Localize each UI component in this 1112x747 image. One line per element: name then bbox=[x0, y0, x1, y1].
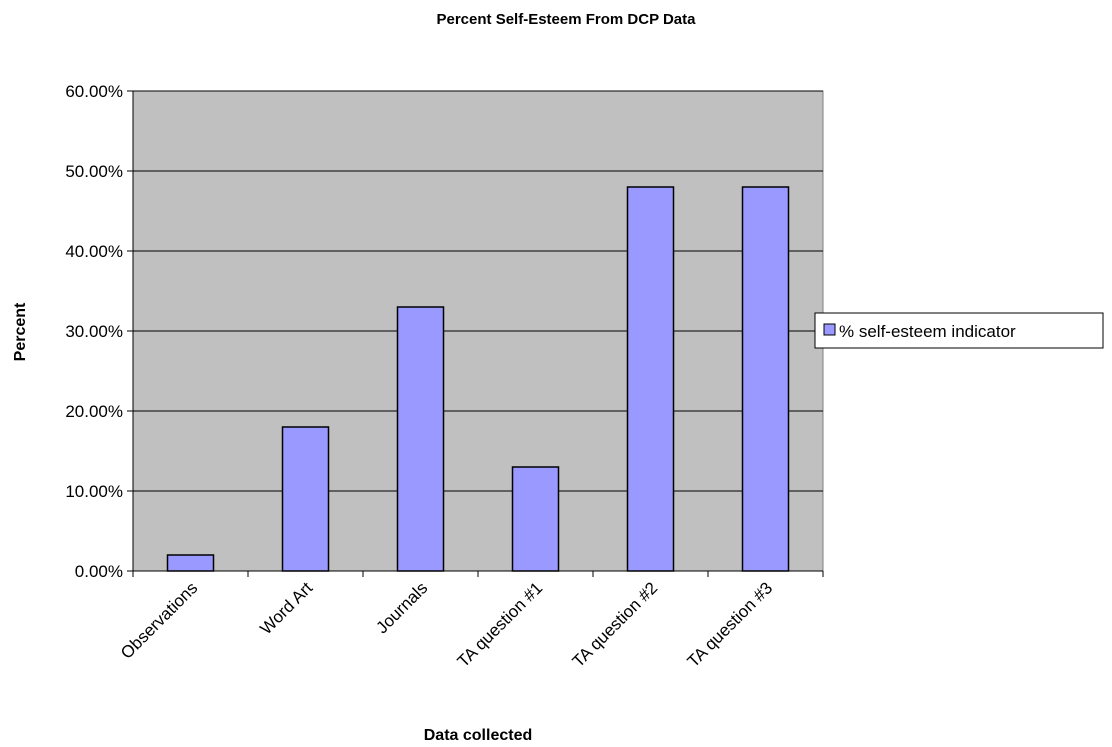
bar bbox=[166, 554, 215, 572]
x-tick-label: Journals bbox=[372, 578, 431, 637]
legend: % self-esteem indicator bbox=[814, 312, 1104, 349]
y-tick-labels: 0.00% 10.00% 20.00% 30.00% 40.00% 50.00% 60.00… bbox=[65, 82, 123, 581]
y-tick-label: 60.00% bbox=[65, 82, 123, 101]
y-tick-label: 50.00% bbox=[65, 162, 123, 181]
y-tick-label: 40.00% bbox=[65, 242, 123, 261]
y-tick-label: 10.00% bbox=[65, 482, 123, 501]
legend-swatch bbox=[823, 323, 836, 336]
legend-label: % self-esteem indicator bbox=[839, 322, 1016, 341]
bar bbox=[626, 186, 675, 572]
y-tick-label: 0.00% bbox=[75, 562, 123, 581]
x-axis-title: Data collected bbox=[424, 727, 532, 744]
axes bbox=[127, 90, 824, 577]
x-tick-labels: Observations Word Art Journals TA question … bbox=[117, 578, 776, 671]
bar bbox=[511, 466, 560, 572]
chart-title: Percent Self-Esteem From DCP Data bbox=[437, 11, 697, 28]
y-tick-label: 20.00% bbox=[65, 402, 123, 421]
x-tick-label: Observations bbox=[117, 578, 201, 662]
y-axis-title: Percent bbox=[12, 302, 29, 361]
bar bbox=[741, 186, 790, 572]
bars bbox=[166, 186, 790, 572]
bar bbox=[396, 306, 445, 572]
x-tick-label: TA question #3 bbox=[684, 578, 777, 671]
x-tick-label: TA question #2 bbox=[569, 578, 662, 671]
bar bbox=[281, 426, 330, 572]
grid-lines bbox=[133, 90, 823, 492]
y-tick-label: 30.00% bbox=[65, 322, 123, 341]
x-tick-label: TA question #1 bbox=[454, 578, 547, 671]
legend-box bbox=[814, 312, 1104, 349]
x-tick-label: Word Art bbox=[256, 578, 316, 638]
